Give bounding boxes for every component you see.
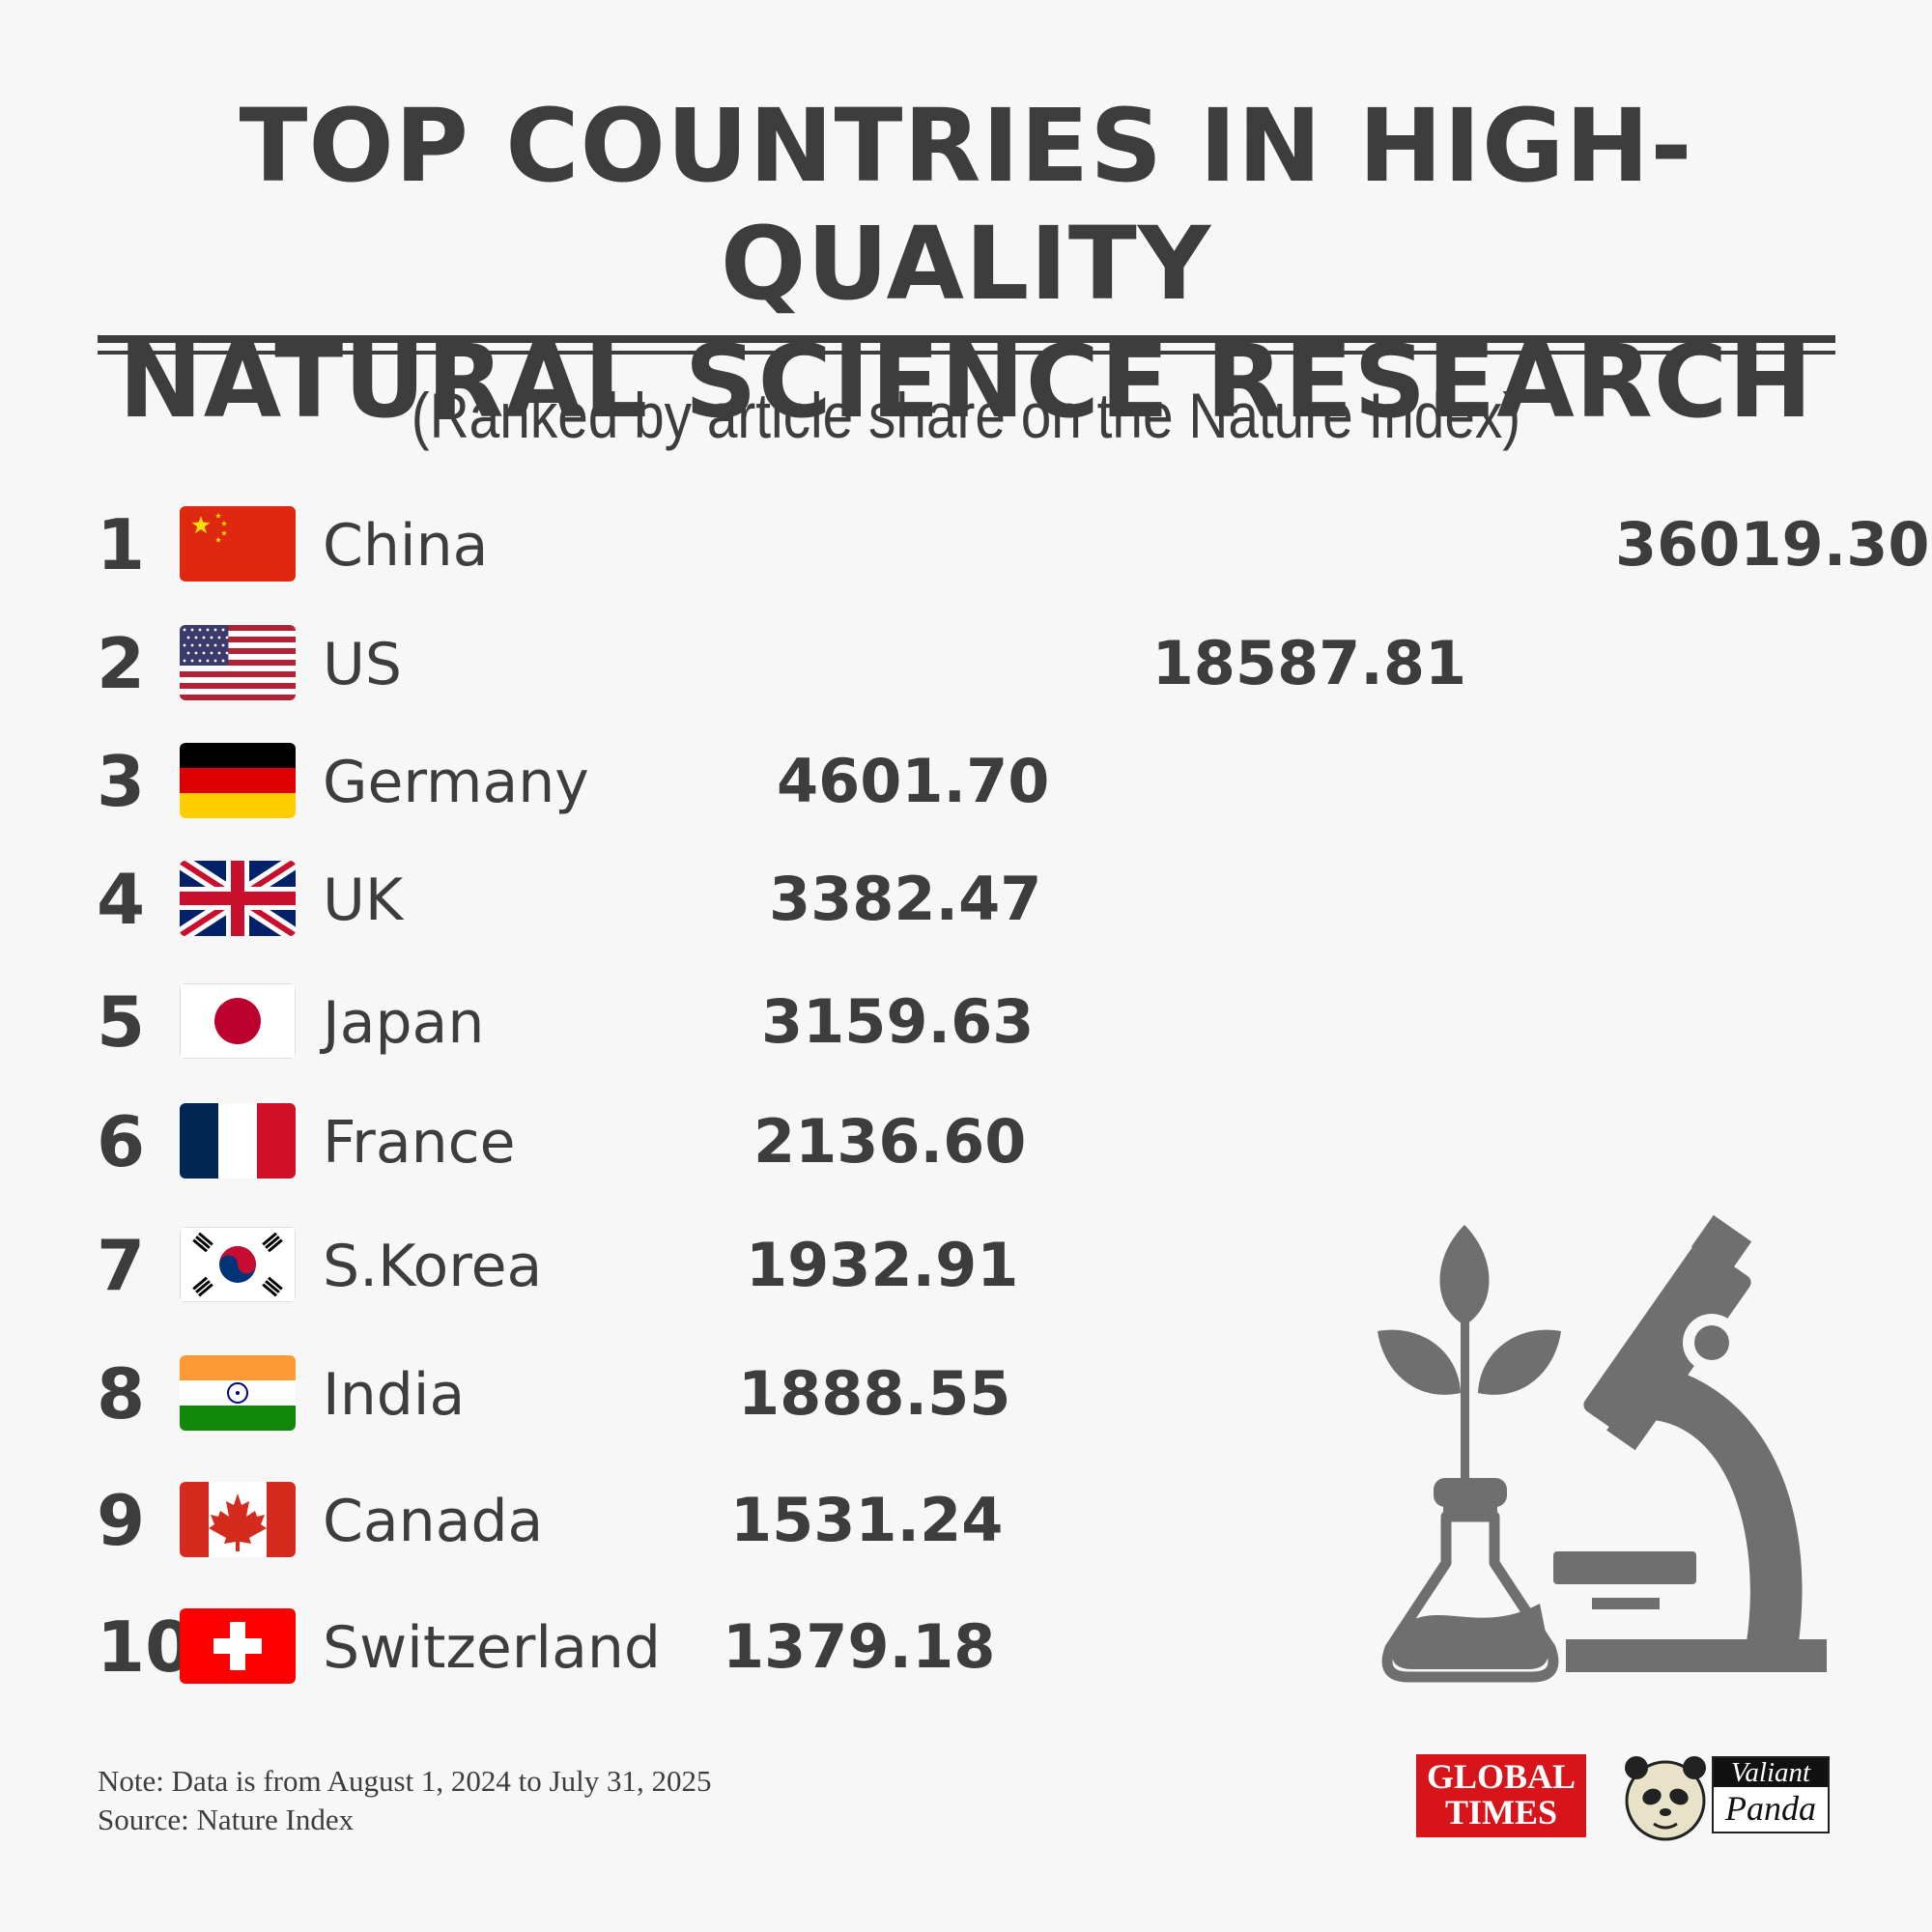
rank-label: 10: [97, 1606, 193, 1688]
plant-flask-icon: [1378, 1225, 1561, 1683]
value-label: 3159.63: [761, 986, 1034, 1057]
value-label: 2136.60: [753, 1106, 1026, 1177]
rank-label: 6: [97, 1101, 145, 1182]
flask-icon: [1017, 624, 1089, 702]
value-label: 1888.55: [738, 1358, 1010, 1429]
flask-icon: [602, 1102, 654, 1180]
flask-icon: [1266, 505, 1338, 583]
flag-uk-icon: [180, 861, 296, 936]
country-label: Switzerland: [323, 1614, 661, 1682]
data-note: Note: Data is from August 1, 2024 to Jul…: [98, 1764, 712, 1798]
flask-icon: [851, 505, 923, 583]
value-label: 1531.24: [730, 1485, 1003, 1555]
rank-label: 4: [97, 859, 145, 940]
global-times-logo-line1: GLOBAL: [1426, 1757, 1577, 1796]
value-label: 18587.81: [1152, 628, 1467, 698]
flask-icon: [685, 982, 687, 1061]
title-divider-thin: [98, 351, 1835, 355]
flask-icon: [602, 505, 673, 583]
global-times-logo-line2: TIMES: [1444, 1793, 1558, 1832]
rank-label: 1: [97, 504, 145, 585]
flask-icon: [1183, 505, 1255, 583]
chart-row: 10 Switzerland 1379.18: [97, 1606, 995, 1688]
title-line-1: TOP COUNTRIES IN HIGH-QUALITY: [239, 87, 1693, 323]
flask-icon: [851, 624, 923, 702]
country-label: UK: [323, 867, 405, 934]
country-label: Japan: [319, 989, 484, 1057]
country-label: S.Korea: [323, 1233, 542, 1300]
flask-icon: [685, 624, 756, 702]
flag-canada-icon: [180, 1482, 296, 1557]
chart-row: 1 China 36019.30: [97, 504, 1930, 585]
flag-china-icon: [180, 506, 296, 582]
chart-row: 4 UK 3382.47: [97, 859, 1041, 940]
flask-icon: [1017, 505, 1089, 583]
panda-word: Panda: [1725, 1789, 1816, 1828]
valiant-panda-wordmark: Valiant Panda: [1712, 1756, 1830, 1833]
valiant-panda-logo: Valiant Panda: [1619, 1750, 1832, 1843]
flag-skorea-icon: [180, 1227, 296, 1302]
chart-row: 5 Japan 3159.63: [97, 981, 1034, 1063]
country-label: Canada: [323, 1488, 543, 1555]
value-label: 4601.70: [777, 746, 1049, 816]
country-label: US: [323, 631, 402, 698]
flag-germany-icon: [180, 743, 296, 818]
country-label: India: [323, 1361, 465, 1429]
chart-subtitle: (Ranked by article share on the Nature I…: [411, 380, 1521, 451]
rank-label: 8: [97, 1353, 145, 1435]
value-label: 1379.18: [723, 1611, 995, 1682]
value-label: 3382.47: [769, 864, 1041, 934]
flask-icon: [602, 1481, 639, 1559]
country-label: France: [323, 1109, 516, 1177]
rank-label: 2: [97, 623, 145, 704]
flask-icon: [685, 860, 693, 938]
flag-japan-icon: [180, 983, 296, 1059]
rank-label: 5: [97, 981, 145, 1063]
flask-icon: [768, 624, 839, 702]
flag-france-icon: [180, 1103, 296, 1179]
value-label: 36019.30: [1615, 509, 1930, 580]
rank-label: 7: [97, 1225, 145, 1306]
title-divider-thick: [98, 335, 1835, 343]
flask-icon: [1433, 505, 1504, 583]
chart-row: 3 Germany 4601.70: [97, 741, 1049, 822]
flag-switzerland-icon: [180, 1608, 296, 1684]
chart-row: 9 Canada 1531.24: [97, 1480, 1003, 1561]
value-label: 1932.91: [746, 1230, 1018, 1300]
chart-row: 6 France 2136.60: [97, 1101, 1026, 1182]
country-label: Germany: [323, 749, 589, 816]
flag-india-icon: [180, 1355, 296, 1431]
chart-row: 7 S.Korea 1932.91: [97, 1225, 1018, 1306]
flask-icon: [934, 505, 1006, 583]
panda-icon: [1625, 1756, 1706, 1841]
flask-icon: [602, 624, 673, 702]
flask-icon: [1350, 505, 1421, 583]
flask-icon: [685, 742, 724, 820]
data-source: Source: Nature Index: [98, 1803, 355, 1836]
global-times-logo: GLOBAL TIMES: [1416, 1754, 1586, 1837]
chart-row: 2 US 18587.81: [97, 623, 1466, 704]
decorative-science-illustration: [1378, 1214, 1827, 1683]
flask-icon: [1100, 505, 1172, 583]
flask-icon: [934, 624, 1006, 702]
flask-icon: [602, 742, 673, 820]
flask-icon: [602, 1226, 649, 1304]
rank-label: 9: [97, 1480, 145, 1561]
flask-icon: [602, 982, 673, 1061]
flask-icon: [602, 1354, 648, 1433]
rank-label: 3: [97, 741, 145, 822]
country-label: China: [323, 512, 488, 580]
microscope-icon: [1553, 1214, 1827, 1672]
flag-us-icon: [180, 625, 296, 700]
flask-icon: [768, 505, 839, 583]
flask-icon: [1516, 505, 1587, 583]
chart-row: 8 India 1888.55: [97, 1353, 1010, 1435]
valiant-word: Valiant: [1714, 1758, 1828, 1787]
flask-icon: [602, 860, 673, 938]
flask-icon: [685, 505, 756, 583]
